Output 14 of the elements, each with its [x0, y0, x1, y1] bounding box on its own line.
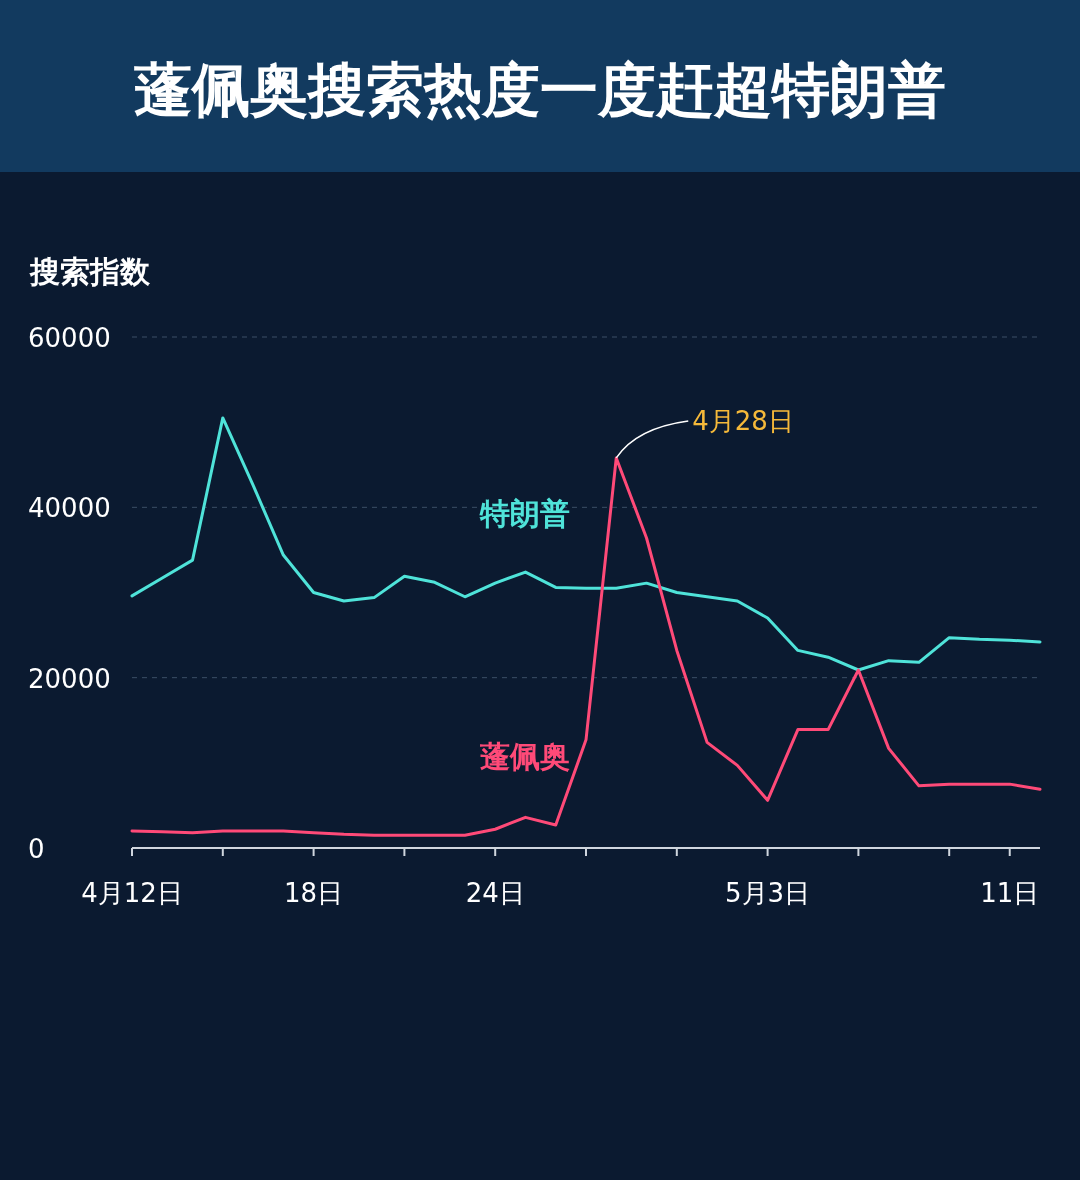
x-tick-label: 11日 — [980, 878, 1040, 908]
chart-title: 蓬佩奥搜索热度一度赶超特朗普 — [134, 56, 946, 124]
y-axis-title: 搜索指数 — [29, 254, 151, 289]
x-tick-label: 18日 — [284, 878, 344, 908]
y-tick-label: 60000 — [28, 323, 111, 353]
y-tick-label: 40000 — [28, 493, 111, 524]
annotation: 4月28日 — [692, 405, 794, 436]
y-tick-label: 20000 — [28, 663, 111, 694]
series-label: 蓬佩奥 — [480, 739, 571, 775]
x-tick-label: 4月12日 — [81, 878, 183, 908]
y-tick-label: 0 — [28, 834, 45, 864]
x-tick-label: 24日 — [465, 878, 525, 908]
x-tick-label: 5月3日 — [725, 878, 811, 908]
series-label: 特朗普 — [479, 496, 571, 532]
